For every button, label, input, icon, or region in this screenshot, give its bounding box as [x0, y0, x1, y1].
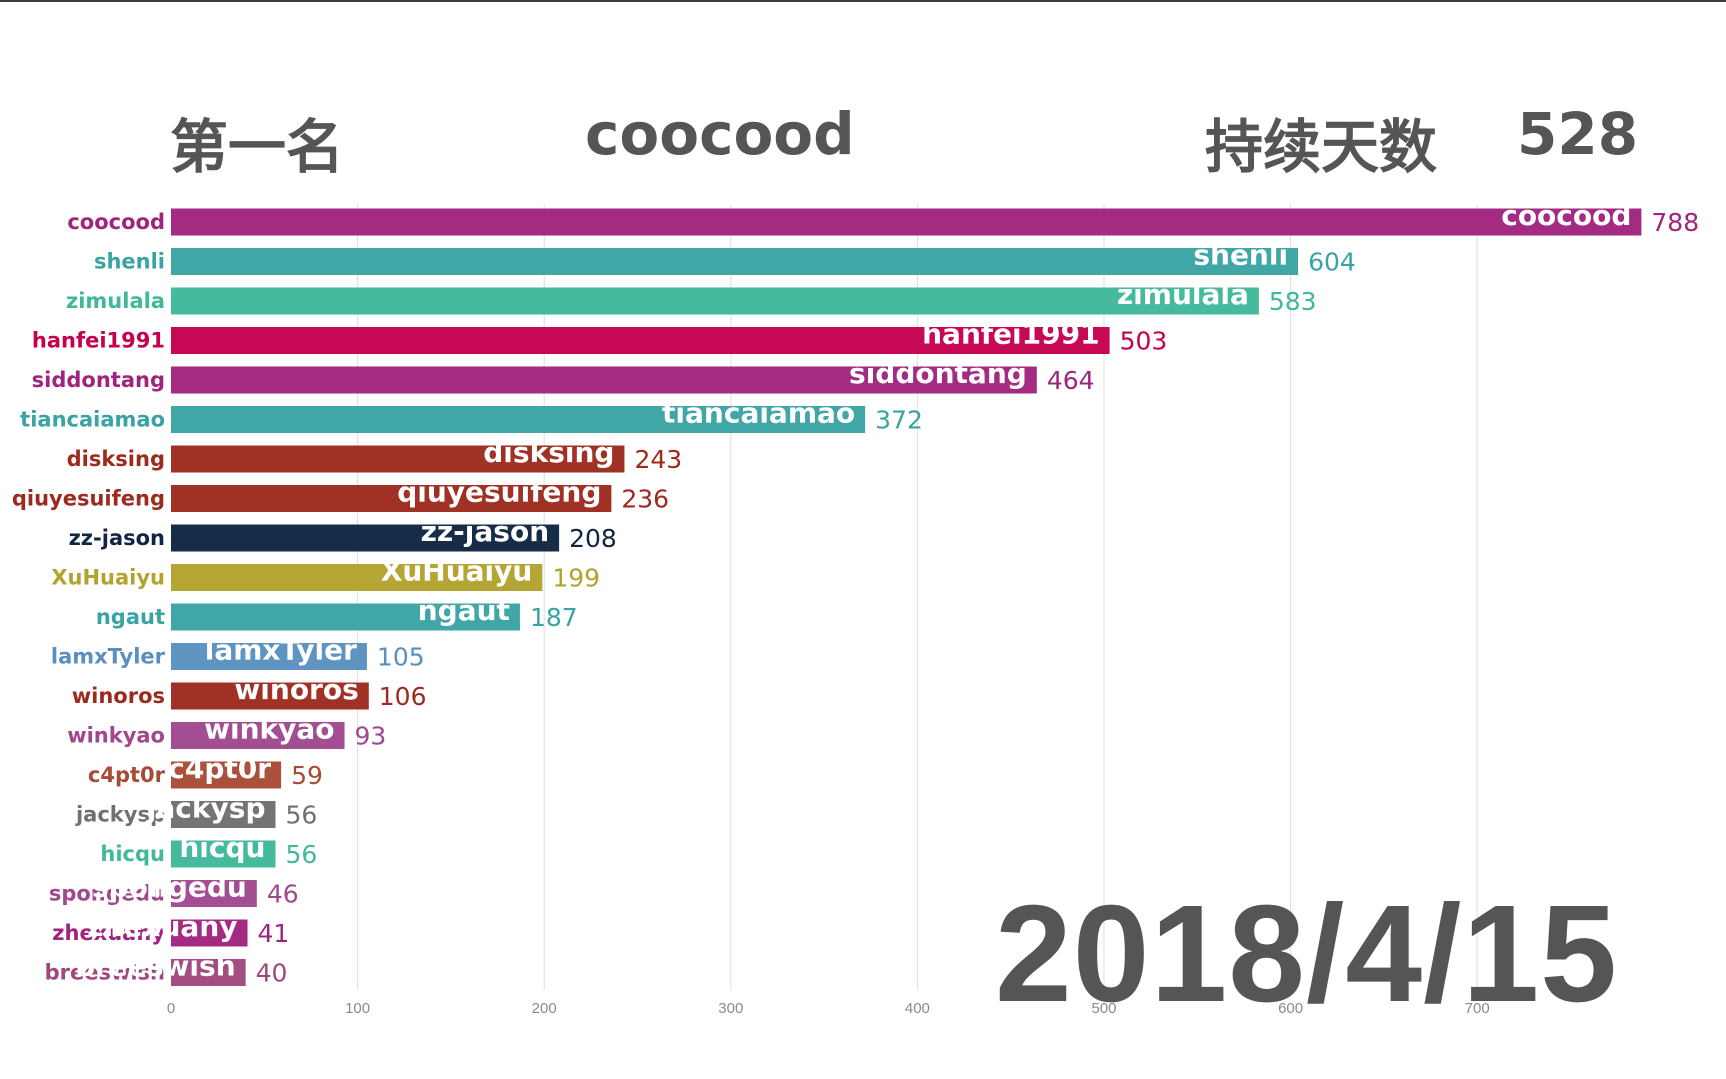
inbar-label-hanfei1991: hanfei1991: [922, 318, 1099, 351]
category-label-disksing: disksing: [67, 447, 165, 471]
inbar-label-siddontang: siddontang: [849, 357, 1027, 390]
category-label-hanfei1991: hanfei1991: [32, 329, 165, 353]
bar-zhexuany: [171, 919, 248, 947]
value-label-hanfei1991: 503: [1120, 327, 1168, 356]
bar-winkyao: [171, 722, 345, 749]
x-tick-label-200: 200: [532, 1000, 557, 1017]
category-label-winkyao: winkyao: [67, 724, 165, 748]
x-tick-label-600: 600: [1278, 1000, 1303, 1017]
value-label-winkyao: 93: [355, 722, 387, 751]
bar-tiancaiamao: [171, 406, 866, 433]
value-label-c4pt0r: 59: [291, 761, 323, 790]
inbar-label-coocood: coocood: [1501, 199, 1631, 232]
bar-ngaut: [171, 603, 520, 631]
inbar-label-XuHuaiyu: XuHuaiyu: [381, 555, 533, 588]
inbar-label-hicqu: hicqu: [179, 831, 265, 864]
bar-disksing: [171, 445, 625, 473]
value-label-shenli: 604: [1308, 248, 1356, 277]
date-stamp: 2018/4/15: [995, 877, 1618, 1031]
days-value: 528: [1517, 100, 1639, 168]
bar-zimulala: [171, 287, 1259, 315]
bar-XuHuaiyu: [171, 564, 543, 591]
inbar-label-winoros: winoros: [234, 673, 358, 706]
leader-name: coocood: [585, 100, 855, 168]
inbar-label-c4pt0r: c4pt0r: [168, 752, 271, 785]
category-label-zz-jason: zz-jason: [69, 526, 165, 550]
bar-jackysp: [171, 801, 276, 828]
inbar-label-zimulala: zimulala: [1117, 278, 1249, 311]
inbar-label-spongedu: spongedu: [92, 871, 247, 904]
bar-winoros: [171, 682, 369, 710]
x-tick-label-0: 0: [167, 1000, 175, 1017]
x-tick-label-700: 700: [1465, 1000, 1490, 1017]
value-label-zz-jason: 208: [569, 524, 617, 553]
inbar-label-zz-jason: zz-jason: [421, 515, 550, 548]
inbar-label-lamxTyler: lamxTyler: [205, 634, 357, 667]
bar-qiuyesuifeng: [171, 485, 612, 512]
category-label-jackysp: jackysp: [75, 803, 165, 827]
category-label-winoros: winoros: [72, 684, 165, 708]
bar-siddontang: [171, 366, 1037, 394]
bar-coocood: [171, 208, 1642, 236]
x-tick-label-500: 500: [1091, 1000, 1116, 1017]
bar-shenli: [171, 248, 1299, 275]
category-label-hicqu: hicqu: [100, 842, 165, 866]
leader-header: 第一名 coocood 持续天数 528: [0, 100, 1726, 181]
bar-lamxTyler: [171, 643, 367, 670]
inbar-label-qiuyesuifeng: qiuyesuifeng: [397, 476, 601, 509]
inbar-label-tiancaiamao: tiancaiamao: [662, 397, 855, 430]
category-label-tiancaiamao: tiancaiamao: [20, 408, 165, 432]
value-label-coocood: 788: [1651, 208, 1699, 237]
category-label-qiuyesuifeng: qiuyesuifeng: [12, 487, 165, 511]
value-label-tiancaiamao: 372: [875, 406, 923, 435]
value-label-zimulala: 583: [1269, 287, 1317, 316]
inbar-label-disksing: disksing: [483, 436, 614, 469]
value-label-spongedu: 46: [267, 880, 299, 909]
category-label-zimulala: zimulala: [66, 289, 165, 313]
value-label-jackysp: 56: [285, 801, 317, 830]
inbar-label-winkyao: winkyao: [204, 713, 334, 746]
bar-zz-jason: [171, 524, 560, 552]
x-tick-label-400: 400: [905, 1000, 930, 1017]
value-label-XuHuaiyu: 199: [552, 564, 600, 593]
value-label-hicqu: 56: [285, 840, 317, 869]
x-tick-label-100: 100: [345, 1000, 370, 1017]
category-label-ngaut: ngaut: [96, 605, 165, 629]
category-label-coocood: coocood: [67, 210, 165, 234]
bar-spongedu: [171, 880, 257, 907]
category-label-zhexuany: zhexuany: [52, 921, 165, 945]
rank-label: 第一名: [170, 113, 345, 181]
inbar-label-zhexuany: zhexuany: [87, 910, 237, 943]
value-label-siddontang: 464: [1047, 366, 1095, 395]
category-label-lamxTyler: lamxTyler: [51, 645, 166, 669]
bar-hicqu: [171, 840, 276, 868]
category-label-siddontang: siddontang: [32, 368, 165, 392]
top-rule: [0, 0, 1726, 2]
value-label-qiuyesuifeng: 236: [621, 485, 669, 514]
inbar-label-jackysp: jackysp: [146, 792, 266, 825]
value-label-winoros: 106: [379, 682, 427, 711]
x-tick-label-300: 300: [718, 1000, 743, 1017]
value-label-disksing: 243: [634, 445, 682, 474]
value-label-zhexuany: 41: [258, 919, 290, 948]
days-label: 持续天数: [1205, 113, 1438, 181]
inbar-label-breeswish: breeswish: [75, 950, 236, 983]
category-label-XuHuaiyu: XuHuaiyu: [51, 566, 165, 590]
value-label-lamxTyler: 105: [377, 643, 425, 672]
value-label-ngaut: 187: [530, 603, 578, 632]
category-label-breeswish: breeswish: [45, 961, 165, 985]
category-label-c4pt0r: c4pt0r: [88, 763, 166, 787]
category-label-shenli: shenli: [94, 250, 165, 274]
bar-breeswish: [171, 959, 246, 986]
inbar-label-ngaut: ngaut: [418, 594, 510, 627]
bar-c4pt0r: [171, 761, 282, 789]
value-label-breeswish: 40: [256, 959, 288, 988]
category-label-spongedu: spongedu: [49, 882, 165, 906]
bar-hanfei1991: [171, 327, 1110, 354]
inbar-label-shenli: shenli: [1193, 239, 1288, 272]
